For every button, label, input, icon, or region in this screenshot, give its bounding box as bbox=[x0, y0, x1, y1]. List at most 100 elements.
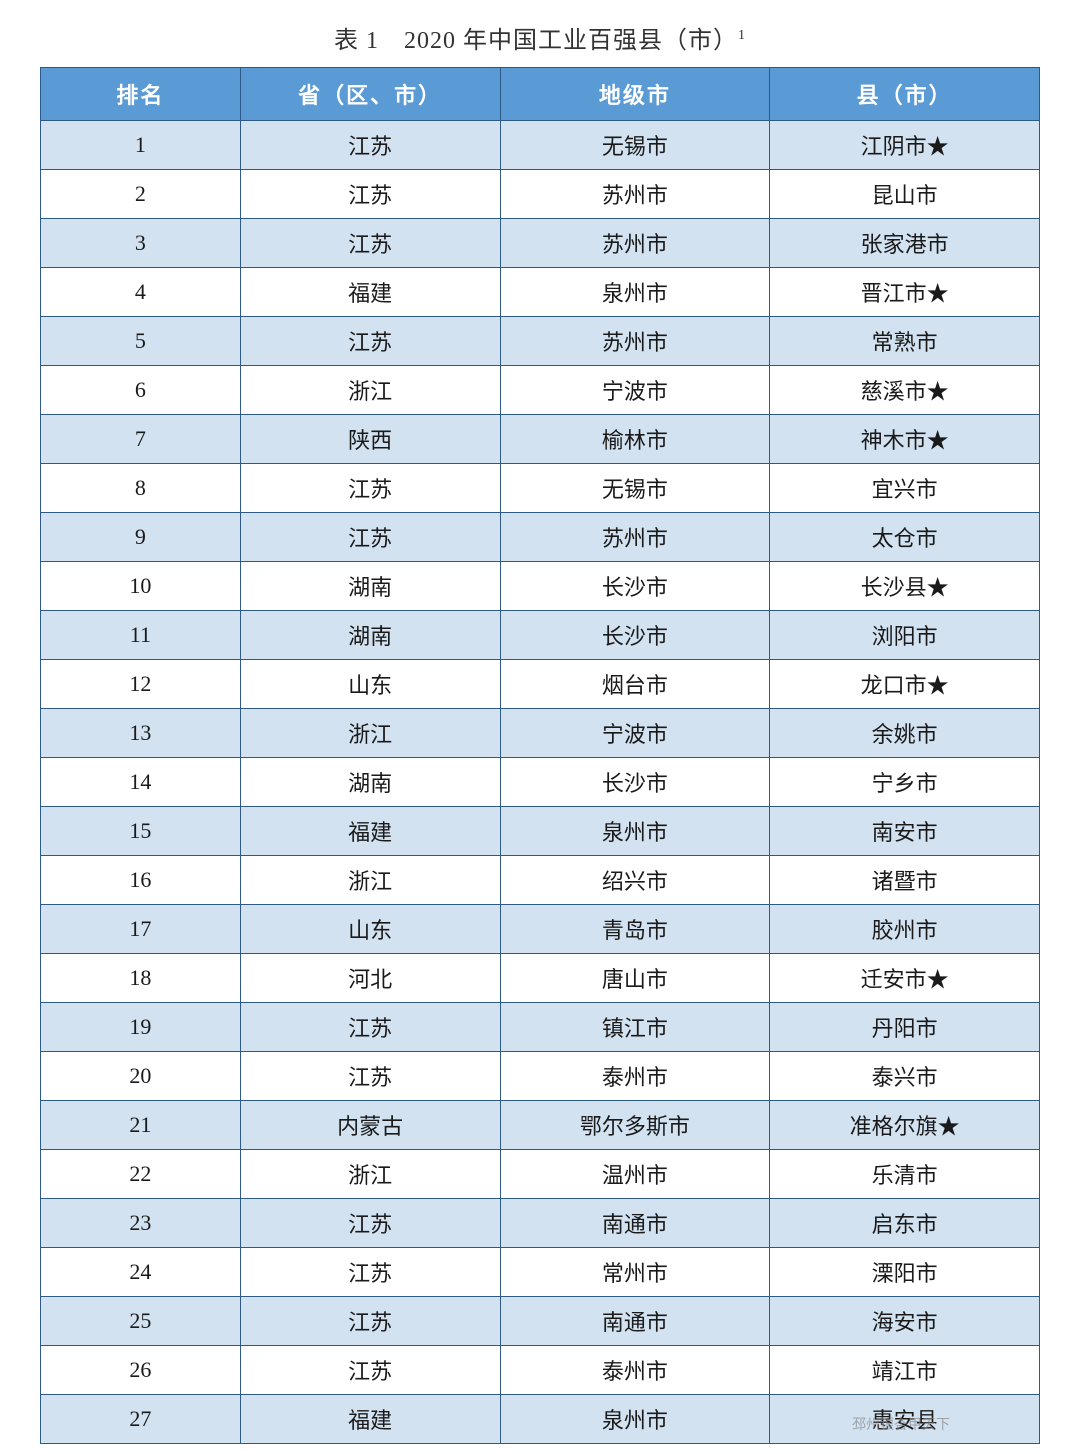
cell-rank: 12 bbox=[41, 660, 241, 709]
table-row: 24江苏常州市溧阳市 bbox=[41, 1248, 1040, 1297]
table-row: 11湖南长沙市浏阳市 bbox=[41, 611, 1040, 660]
cell-rank: 22 bbox=[41, 1150, 241, 1199]
cell-rank: 17 bbox=[41, 905, 241, 954]
cell-county: 溧阳市 bbox=[770, 1248, 1040, 1297]
cell-rank: 3 bbox=[41, 219, 241, 268]
cell-province: 江苏 bbox=[240, 317, 500, 366]
cell-province: 江苏 bbox=[240, 464, 500, 513]
cell-city: 南通市 bbox=[500, 1199, 770, 1248]
table-row: 8江苏无锡市宜兴市 bbox=[41, 464, 1040, 513]
table-row: 23江苏南通市启东市 bbox=[41, 1199, 1040, 1248]
source-text: 邳州银杏甲天下 bbox=[852, 1418, 950, 1433]
table-row: 1江苏无锡市江阴市★ bbox=[41, 121, 1040, 170]
cell-city: 长沙市 bbox=[500, 611, 770, 660]
cell-rank: 26 bbox=[41, 1346, 241, 1395]
cell-province: 山东 bbox=[240, 660, 500, 709]
cell-rank: 7 bbox=[41, 415, 241, 464]
cell-city: 常州市 bbox=[500, 1248, 770, 1297]
cell-county: 余姚市 bbox=[770, 709, 1040, 758]
table-row: 14湖南长沙市宁乡市 bbox=[41, 758, 1040, 807]
cell-rank: 16 bbox=[41, 856, 241, 905]
cell-city: 泉州市 bbox=[500, 807, 770, 856]
cell-province: 山东 bbox=[240, 905, 500, 954]
table-row: 13浙江宁波市余姚市 bbox=[41, 709, 1040, 758]
cell-city: 南通市 bbox=[500, 1297, 770, 1346]
col-header-province: 省（区、市） bbox=[240, 68, 500, 121]
table-row: 10湖南长沙市长沙县★ bbox=[41, 562, 1040, 611]
cell-city: 苏州市 bbox=[500, 170, 770, 219]
cell-province: 福建 bbox=[240, 807, 500, 856]
cell-city: 苏州市 bbox=[500, 219, 770, 268]
cell-province: 内蒙古 bbox=[240, 1101, 500, 1150]
cell-county: 南安市 bbox=[770, 807, 1040, 856]
table-row: 6浙江宁波市慈溪市★ bbox=[41, 366, 1040, 415]
cell-county: 张家港市 bbox=[770, 219, 1040, 268]
cell-rank: 20 bbox=[41, 1052, 241, 1101]
cell-county: 丹阳市 bbox=[770, 1003, 1040, 1052]
table-row: 16浙江绍兴市诸暨市 bbox=[41, 856, 1040, 905]
cell-province: 浙江 bbox=[240, 1150, 500, 1199]
cell-province: 湖南 bbox=[240, 758, 500, 807]
cell-rank: 9 bbox=[41, 513, 241, 562]
table-row: 9江苏苏州市太仓市 bbox=[41, 513, 1040, 562]
cell-county: 宁乡市 bbox=[770, 758, 1040, 807]
cell-county: 龙口市★ bbox=[770, 660, 1040, 709]
table-row: 20江苏泰州市泰兴市 bbox=[41, 1052, 1040, 1101]
cell-province: 浙江 bbox=[240, 709, 500, 758]
cell-county: 启东市 bbox=[770, 1199, 1040, 1248]
cell-rank: 6 bbox=[41, 366, 241, 415]
cell-county: 慈溪市★ bbox=[770, 366, 1040, 415]
cell-county: 诸暨市 bbox=[770, 856, 1040, 905]
cell-rank: 23 bbox=[41, 1199, 241, 1248]
cell-city: 绍兴市 bbox=[500, 856, 770, 905]
col-header-rank: 排名 bbox=[41, 68, 241, 121]
cell-province: 江苏 bbox=[240, 121, 500, 170]
cell-city: 烟台市 bbox=[500, 660, 770, 709]
cell-city: 无锡市 bbox=[500, 464, 770, 513]
cell-county: 江阴市★ bbox=[770, 121, 1040, 170]
title-text: 表 1 2020 年中国工业百强县（市） bbox=[334, 28, 738, 54]
source-attribution: 邳州银杏甲天下 bbox=[40, 1414, 1040, 1434]
table-row: 5江苏苏州市常熟市 bbox=[41, 317, 1040, 366]
title-footnote-marker: 1 bbox=[738, 28, 746, 43]
cell-county: 晋江市★ bbox=[770, 268, 1040, 317]
table-row: 4福建泉州市晋江市★ bbox=[41, 268, 1040, 317]
cell-province: 江苏 bbox=[240, 219, 500, 268]
cell-rank: 8 bbox=[41, 464, 241, 513]
cell-city: 唐山市 bbox=[500, 954, 770, 1003]
table-row: 12山东烟台市龙口市★ bbox=[41, 660, 1040, 709]
table-row: 3江苏苏州市张家港市 bbox=[41, 219, 1040, 268]
cell-county: 浏阳市 bbox=[770, 611, 1040, 660]
table-row: 18河北唐山市迁安市★ bbox=[41, 954, 1040, 1003]
cell-county: 靖江市 bbox=[770, 1346, 1040, 1395]
cell-rank: 24 bbox=[41, 1248, 241, 1297]
table-row: 21内蒙古鄂尔多斯市准格尔旗★ bbox=[41, 1101, 1040, 1150]
cell-city: 无锡市 bbox=[500, 121, 770, 170]
cell-province: 江苏 bbox=[240, 170, 500, 219]
col-header-county: 县（市） bbox=[770, 68, 1040, 121]
cell-city: 温州市 bbox=[500, 1150, 770, 1199]
table-row: 2江苏苏州市昆山市 bbox=[41, 170, 1040, 219]
ranking-table: 排名 省（区、市） 地级市 县（市） 1江苏无锡市江阴市★2江苏苏州市昆山市3江… bbox=[40, 67, 1040, 1444]
cell-province: 浙江 bbox=[240, 366, 500, 415]
cell-county: 胶州市 bbox=[770, 905, 1040, 954]
cell-city: 宁波市 bbox=[500, 366, 770, 415]
table-row: 19江苏镇江市丹阳市 bbox=[41, 1003, 1040, 1052]
cell-rank: 1 bbox=[41, 121, 241, 170]
cell-county: 准格尔旗★ bbox=[770, 1101, 1040, 1150]
col-header-city: 地级市 bbox=[500, 68, 770, 121]
cell-county: 迁安市★ bbox=[770, 954, 1040, 1003]
cell-county: 昆山市 bbox=[770, 170, 1040, 219]
cell-county: 宜兴市 bbox=[770, 464, 1040, 513]
cell-province: 江苏 bbox=[240, 1003, 500, 1052]
table-row: 26江苏泰州市靖江市 bbox=[41, 1346, 1040, 1395]
cell-city: 苏州市 bbox=[500, 513, 770, 562]
cell-city: 镇江市 bbox=[500, 1003, 770, 1052]
table-header-row: 排名 省（区、市） 地级市 县（市） bbox=[41, 68, 1040, 121]
cell-county: 神木市★ bbox=[770, 415, 1040, 464]
cell-city: 泉州市 bbox=[500, 268, 770, 317]
cell-city: 苏州市 bbox=[500, 317, 770, 366]
cell-city: 青岛市 bbox=[500, 905, 770, 954]
cell-rank: 2 bbox=[41, 170, 241, 219]
cell-city: 长沙市 bbox=[500, 562, 770, 611]
